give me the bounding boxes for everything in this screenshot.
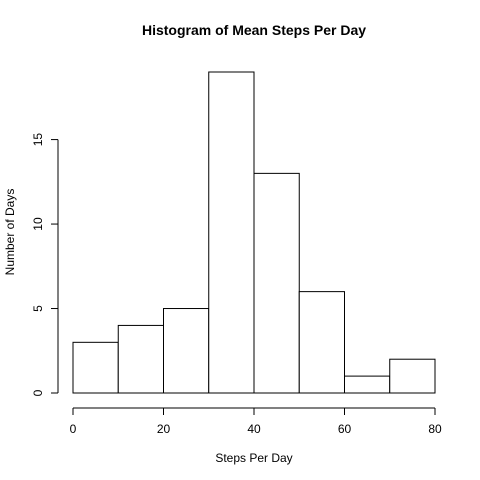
histogram-bar-40-50: [253, 172, 300, 394]
chart-title: Histogram of Mean Steps Per Day: [142, 22, 366, 38]
y-tick-label: 10: [31, 217, 45, 231]
x-tick-label: 40: [247, 422, 261, 436]
y-axis-label: Number of Days: [3, 189, 17, 276]
x-axis: 0 20 40 60 80: [70, 407, 442, 436]
histogram-bar-50-60: [298, 291, 345, 394]
x-tick-label: 60: [338, 422, 352, 436]
histogram-bar-60-70: [344, 375, 391, 394]
histogram-bar-10-20: [117, 324, 164, 394]
x-axis-label: Steps Per Day: [215, 451, 292, 465]
y-tick-label: 0: [31, 389, 45, 396]
x-tick-label: 20: [157, 422, 171, 436]
histogram-bar-30-40: [208, 71, 255, 394]
bars-group: [72, 71, 436, 394]
histogram-bar-20-30: [163, 308, 210, 394]
x-tick-label: 80: [428, 422, 442, 436]
y-axis: 0 5 10 15: [31, 133, 59, 396]
histogram-bar-70-80: [389, 358, 436, 394]
x-tick-label: 0: [70, 422, 77, 436]
y-tick-label: 5: [31, 305, 45, 312]
y-tick-label: 15: [31, 133, 45, 147]
histogram-bar-0-10: [72, 341, 119, 394]
